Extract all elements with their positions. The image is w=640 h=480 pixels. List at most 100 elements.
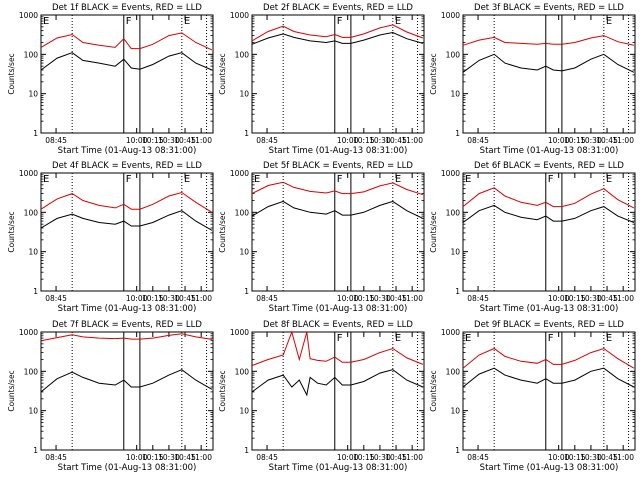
- series-line-events: [251, 200, 424, 219]
- series-line-lld: [40, 333, 212, 342]
- event-marker-label: E: [465, 333, 471, 344]
- x-tick-label: 10:30: [158, 453, 180, 462]
- y-axis-label: Counts/sec: [218, 53, 227, 94]
- panel-title: Det 8f BLACK = Events, RED = LLD: [263, 320, 413, 330]
- x-axis-label: Start Time (01-Aug-13 08:31:00): [58, 304, 197, 314]
- x-tick-label: 10:30: [580, 453, 602, 462]
- plot-frame: [251, 172, 425, 292]
- event-marker-label: E: [395, 333, 401, 344]
- x-tick-label: 10:45: [596, 136, 618, 145]
- x-tick-label: 10:30: [369, 453, 391, 462]
- series-line-events: [462, 367, 635, 388]
- x-tick-label: 08:45: [256, 136, 278, 145]
- plot-frame: [40, 14, 214, 134]
- series-line-lld: [40, 191, 213, 213]
- x-tick-label: 08:45: [256, 294, 278, 303]
- x-tick-label: 10:00: [548, 453, 570, 462]
- y-axis-label: Counts/sec: [429, 211, 438, 252]
- x-tick-label: 11:00: [612, 453, 634, 462]
- x-tick-label: 10:15: [564, 136, 586, 145]
- event-marker-label: E: [395, 16, 401, 27]
- x-tick-label: 08:45: [467, 294, 489, 303]
- x-tick-label: 11:00: [190, 294, 212, 303]
- x-tick-label: 11:00: [401, 453, 423, 462]
- series-line-lld: [40, 32, 213, 51]
- event-marker-label: E: [465, 174, 471, 185]
- event-marker-label: E: [606, 174, 612, 185]
- y-tick-label: 100: [446, 50, 461, 59]
- event-marker-label: F: [337, 16, 343, 27]
- x-tick-label: 11:00: [612, 136, 634, 145]
- event-marker-label: E: [606, 16, 612, 27]
- y-tick-label: 1: [455, 129, 460, 138]
- x-tick-label: 10:30: [369, 294, 391, 303]
- panel-title: Det 9f BLACK = Events, RED = LLD: [474, 320, 624, 330]
- plot-frame: [462, 172, 636, 292]
- x-tick-label: 10:00: [126, 453, 148, 462]
- y-tick-label: 100: [235, 208, 250, 217]
- panel-title: Det 2f BLACK = Events, RED = LLD: [263, 3, 413, 13]
- x-tick-label: 10:15: [353, 453, 375, 462]
- y-tick-label: 1: [33, 287, 38, 296]
- x-tick-label: 10:45: [385, 136, 407, 145]
- y-tick-label: 1000: [441, 11, 460, 20]
- panel-title: Det 4f BLACK = Events, RED = LLD: [52, 161, 202, 171]
- panel-det-8: Det 8f BLACK = Events, RED = LLD 1 10 100 10…: [218, 320, 425, 473]
- x-tick-label: 10:15: [564, 294, 586, 303]
- panel-det-5: Det 5f BLACK = Events, RED = LLD 1 10 100 10…: [218, 161, 425, 314]
- x-axis-label: Start Time (01-Aug-13 08:31:00): [480, 463, 619, 473]
- x-tick-label: 08:45: [45, 294, 67, 303]
- panel-title: Det 7f BLACK = Events, RED = LLD: [52, 320, 202, 330]
- series-line-events: [251, 369, 424, 397]
- y-axis-label: Counts/sec: [429, 370, 438, 411]
- series-line-lld: [462, 187, 635, 209]
- y-tick-label: 1: [244, 129, 249, 138]
- x-tick-label: 11:00: [190, 136, 212, 145]
- plot-frame: [251, 331, 425, 451]
- x-tick-label: 10:00: [337, 453, 359, 462]
- y-tick-label: 1: [455, 287, 460, 296]
- y-axis-label: Counts/sec: [7, 370, 16, 411]
- x-tick-label: 10:00: [548, 294, 570, 303]
- y-tick-label: 10: [239, 407, 249, 416]
- y-tick-label: 1000: [19, 11, 38, 20]
- y-tick-label: 100: [24, 367, 39, 376]
- x-tick-label: 10:00: [337, 294, 359, 303]
- y-tick-label: 10: [239, 248, 249, 257]
- series-line-lld: [462, 347, 635, 369]
- x-tick-label: 10:15: [142, 453, 164, 462]
- event-marker-label: E: [606, 333, 612, 344]
- x-tick-label: 10:30: [369, 136, 391, 145]
- x-tick-label: 10:00: [126, 294, 148, 303]
- y-tick-label: 1000: [19, 328, 38, 337]
- y-tick-label: 100: [235, 367, 250, 376]
- series-line-events: [40, 210, 213, 231]
- panel-det-9: Det 9f BLACK = Events, RED = LLD 1 10 100 10…: [429, 320, 636, 473]
- x-tick-label: 10:45: [174, 294, 196, 303]
- x-tick-label: 10:15: [564, 453, 586, 462]
- event-marker-label: E: [184, 174, 190, 185]
- x-tick-label: 08:45: [467, 136, 489, 145]
- event-marker-label: F: [337, 174, 343, 185]
- plot-frame: [462, 14, 636, 134]
- panel-title: Det 6f BLACK = Events, RED = LLD: [474, 161, 624, 171]
- x-axis-label: Start Time (01-Aug-13 08:31:00): [480, 146, 619, 156]
- y-tick-label: 10: [450, 407, 460, 416]
- x-tick-label: 10:45: [174, 136, 196, 145]
- y-tick-label: 10: [239, 90, 249, 99]
- x-tick-label: 10:45: [596, 294, 618, 303]
- event-marker-label: E: [395, 174, 401, 185]
- y-tick-label: 1000: [230, 328, 249, 337]
- series-line-events: [40, 52, 213, 71]
- y-tick-label: 1000: [230, 11, 249, 20]
- y-tick-label: 10: [450, 90, 460, 99]
- x-axis-label: Start Time (01-Aug-13 08:31:00): [480, 304, 619, 314]
- x-tick-label: 10:30: [158, 294, 180, 303]
- series-line-lld: [251, 330, 424, 367]
- y-tick-label: 100: [24, 208, 39, 217]
- x-tick-label: 10:00: [548, 136, 570, 145]
- x-tick-label: 10:45: [385, 294, 407, 303]
- x-tick-label: 11:00: [401, 136, 423, 145]
- event-marker-label: F: [548, 333, 554, 344]
